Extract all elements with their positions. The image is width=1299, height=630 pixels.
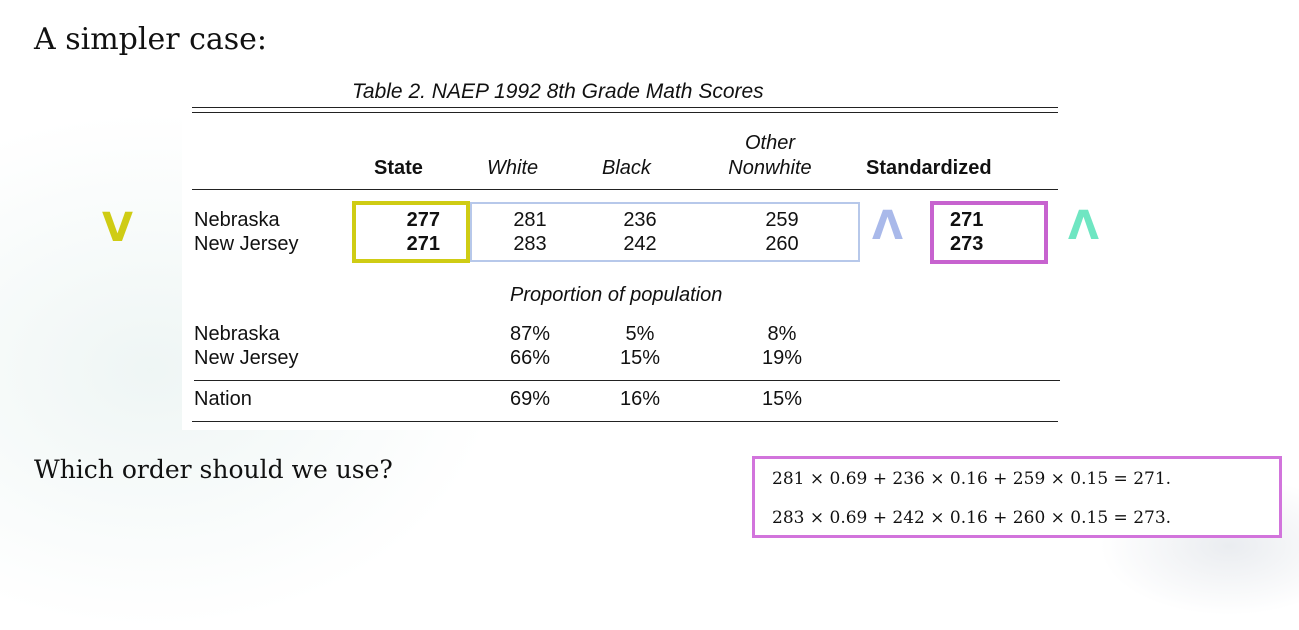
header-white: White — [487, 157, 539, 179]
score-white: 281 — [513, 209, 547, 231]
proportion-white: 87% — [509, 323, 551, 345]
proportion-row-name: New Jersey — [194, 347, 299, 369]
score-row-name: New Jersey — [194, 233, 299, 255]
score-standardized: 271 — [950, 209, 984, 231]
proportion-row-name: Nebraska — [194, 323, 280, 345]
nation-name: Nation — [194, 388, 252, 410]
table-top-rule — [192, 107, 1058, 108]
score-other: 259 — [765, 209, 799, 231]
slide-heading: A simpler case: — [34, 22, 268, 57]
score-state: 277 — [406, 209, 440, 231]
groups-highlight-box — [470, 202, 860, 262]
score-standardized: 273 — [950, 233, 984, 255]
proportion-other: 19% — [761, 347, 803, 369]
header-other-line1: Other — [744, 132, 796, 154]
groups-comparison-arrow: Λ — [872, 203, 903, 249]
standardized-highlight-box — [930, 201, 1048, 264]
proportion-other: 8% — [767, 323, 797, 345]
score-state: 271 — [406, 233, 440, 255]
nation-white: 69% — [509, 388, 551, 410]
nation-rule — [194, 380, 1060, 381]
header-state: State — [374, 157, 423, 179]
proportion-white: 66% — [509, 347, 551, 369]
state-highlight-box — [352, 201, 470, 263]
header-black: Black — [602, 157, 651, 179]
question-text: Which order should we use? — [34, 455, 393, 484]
state-comparison-arrow: V — [102, 205, 133, 251]
score-black: 236 — [623, 209, 657, 231]
header-standardized: Standardized — [866, 157, 992, 179]
table-bottom-rule — [192, 421, 1058, 422]
proportion-black: 5% — [625, 323, 655, 345]
score-white: 283 — [513, 233, 547, 255]
formula-nebraska: 281 × 0.69 + 236 × 0.16 + 259 × 0.15 = 2… — [772, 469, 1172, 489]
header-other-line2: Nonwhite — [728, 157, 812, 179]
standardized-comparison-arrow: Λ — [1068, 203, 1099, 249]
nation-other: 15% — [761, 388, 803, 410]
naep-table: Table 2. NAEP 1992 8th Grade Math Scores… — [182, 76, 1067, 430]
formula-new-jersey: 283 × 0.69 + 242 × 0.16 + 260 × 0.15 = 2… — [772, 508, 1172, 528]
score-other: 260 — [765, 233, 799, 255]
table-top-rule-2 — [192, 112, 1058, 113]
table-caption: Table 2. NAEP 1992 8th Grade Math Scores — [352, 80, 764, 103]
score-black: 242 — [623, 233, 657, 255]
proportion-heading: Proportion of population — [510, 284, 723, 306]
formula-box: 281 × 0.69 + 236 × 0.16 + 259 × 0.15 = 2… — [752, 456, 1282, 538]
nation-black: 16% — [619, 388, 661, 410]
score-row-name: Nebraska — [194, 209, 280, 231]
header-rule — [192, 189, 1058, 190]
proportion-black: 15% — [619, 347, 661, 369]
